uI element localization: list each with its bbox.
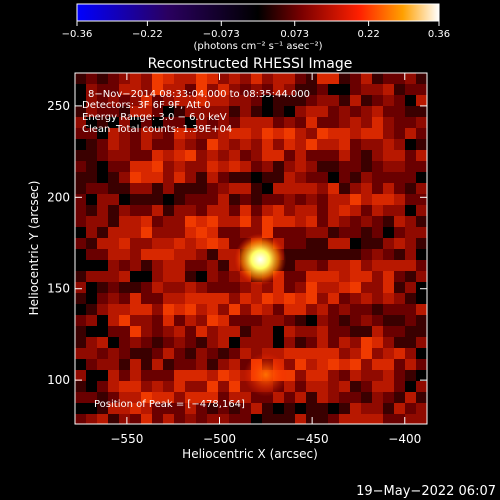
x-tick-label: −450 xyxy=(296,432,329,446)
y-tick-label: 200 xyxy=(47,190,70,204)
x-tick-label: −400 xyxy=(388,432,421,446)
y-tick-label: 100 xyxy=(47,373,70,387)
colorbar-ticks: −0.36 −0.22 −0.073 0.073 0.22 0.36 xyxy=(62,21,450,40)
y-axis-ticks: 100 150 200 250 xyxy=(47,99,427,387)
time-range-annotation: 8−Nov−2014 08:33:04.000 to 08:35:44.000 xyxy=(88,89,310,100)
peak-source xyxy=(234,233,287,286)
colorbar-tick-label: −0.36 xyxy=(62,29,93,40)
y-tick-label: 150 xyxy=(47,282,70,296)
colorbar-tick-label: −0.073 xyxy=(203,29,240,40)
heatmap-image xyxy=(75,73,427,424)
colorbar-unit-label: (photons cm⁻² s⁻¹ asec⁻²) xyxy=(193,41,322,52)
colorbar xyxy=(76,3,440,22)
colorbar-tick-label: 0.22 xyxy=(357,29,379,40)
x-tick-label: −500 xyxy=(203,432,236,446)
colorbar-tick-label: 0.073 xyxy=(280,29,309,40)
x-axis-ticks: −550 −500 −450 −400 xyxy=(110,73,421,446)
y-axis-label: Heliocentric Y (arcsec) xyxy=(27,181,41,316)
method-annotation: Clean xyxy=(82,124,110,135)
x-axis-label: Heliocentric X (arcsec) xyxy=(182,447,318,461)
secondary-source xyxy=(243,352,288,397)
colorbar-tick-label: 0.36 xyxy=(428,29,450,40)
timestamp: 19−May−2022 06:07 xyxy=(356,484,496,499)
plot-frame xyxy=(74,72,428,425)
energy-annotation: Energy Range: 3.0 − 6.0 keV xyxy=(82,112,227,123)
x-tick-label: −550 xyxy=(110,432,143,446)
counts-annotation: Total counts: 1.39E+04 xyxy=(115,124,232,135)
y-tick-label: 250 xyxy=(47,99,70,113)
detectors-annotation: Detectors: 3F 6F 9F, Att 0 xyxy=(82,100,210,111)
peak-position-annotation: Position of Peak = [−478,164] xyxy=(94,399,245,410)
chart-title: Reconstructed RHESSI Image xyxy=(148,56,353,72)
colorbar-tick-label: −0.22 xyxy=(132,29,163,40)
